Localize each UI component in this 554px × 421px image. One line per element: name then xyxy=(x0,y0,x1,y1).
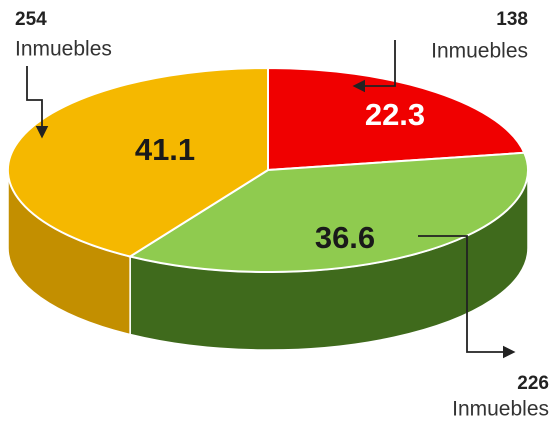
annotation-count: 138 xyxy=(496,9,528,30)
annotation-arrow xyxy=(352,40,396,93)
slice xyxy=(127,151,530,274)
annotation-count: 226 xyxy=(517,373,549,394)
annotation-arrow xyxy=(418,235,516,359)
annotation-arrow xyxy=(26,66,49,139)
data-label: 41.1 xyxy=(135,132,195,167)
data-label: 36.6 xyxy=(315,220,375,255)
annotation-unit: Inmuebles xyxy=(15,38,112,61)
annotation-unit: Inmuebles xyxy=(452,398,549,421)
annotation-unit: Inmuebles xyxy=(431,40,528,63)
data-label: 22.3 xyxy=(365,97,425,132)
slice xyxy=(6,66,269,258)
slice xyxy=(267,66,526,172)
annotation-count: 254 xyxy=(15,9,47,30)
